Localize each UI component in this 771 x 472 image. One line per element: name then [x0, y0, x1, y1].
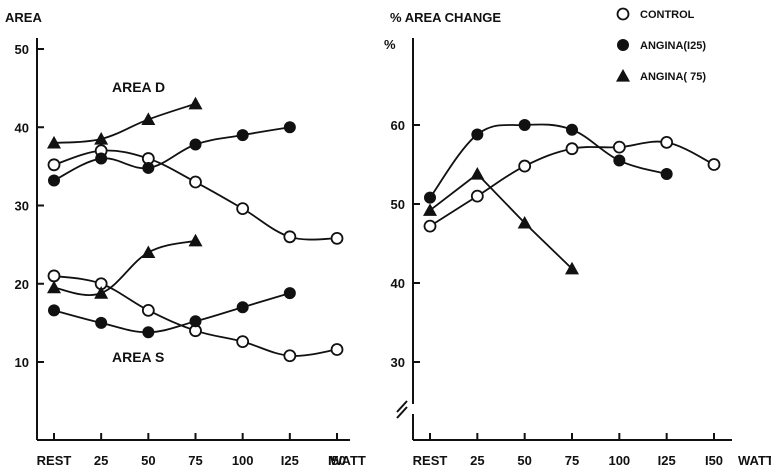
data-point-angina-i25	[142, 161, 155, 174]
data-point-angina-i25	[95, 316, 108, 329]
right-ticks: 30 40 50 60 REST 25 50 75 100 I25 I50	[391, 118, 724, 468]
x-tick-label-i50: I50	[705, 453, 723, 468]
x-tick-label-i50: I50	[328, 453, 346, 468]
data-point-angina-75	[94, 131, 109, 145]
y-tick-label-60: 60	[391, 118, 405, 133]
data-point-control	[565, 142, 579, 156]
data-point-control	[423, 219, 437, 233]
data-point-control	[236, 202, 250, 216]
series-line-angina-75	[429, 172, 573, 270]
data-point-angina-i25	[95, 152, 108, 165]
data-point-angina-i25	[566, 123, 578, 136]
data-point-control	[707, 158, 721, 171]
data-point-angina-i25	[471, 128, 484, 141]
data-point-angina-75	[47, 135, 61, 149]
legend-label-angina-75: ANGINA( 75)	[640, 71, 706, 83]
right-marks	[423, 119, 721, 275]
data-point-angina-75	[94, 286, 109, 299]
data-point-angina-i25	[236, 301, 249, 314]
data-point-angina-75	[470, 166, 485, 180]
data-point-angina-i25	[142, 326, 155, 339]
data-point-control	[283, 349, 297, 363]
data-point-control	[660, 135, 674, 149]
legend-label-angina-i25: ANGINA(I25)	[640, 40, 706, 52]
annotation-area-s: AREA S	[112, 349, 164, 365]
data-point-angina-i25	[660, 167, 673, 180]
data-point-angina-i25	[283, 121, 296, 134]
series-line-area-s-angina-i25	[53, 292, 291, 334]
data-point-control	[330, 343, 344, 356]
data-point-control	[612, 140, 626, 154]
y-tick-label-40: 40	[15, 120, 29, 135]
data-point-control	[141, 303, 155, 317]
left-marks	[47, 96, 344, 363]
data-point-control	[330, 231, 344, 245]
series-line-area-s-angina-75	[53, 239, 196, 296]
series-line-area-d-angina-75	[53, 102, 196, 144]
data-point-angina-i25	[48, 304, 60, 317]
data-point-angina-75	[423, 203, 437, 216]
y-tick-label-30: 30	[15, 199, 29, 214]
x-tick-label-rest: REST	[37, 453, 72, 468]
data-point-angina-i25	[236, 129, 249, 142]
data-point-control	[470, 189, 484, 203]
x-tick-label-50: 50	[517, 453, 531, 468]
data-point-angina-75	[565, 261, 579, 275]
legend-label-control: CONTROL	[640, 9, 695, 21]
y-tick-label-50: 50	[391, 197, 405, 212]
data-point-angina-i25	[424, 191, 436, 204]
x-tick-label-100: 100	[608, 453, 630, 468]
data-point-angina-i25	[518, 119, 531, 131]
x-tick-label-75: 75	[565, 453, 579, 468]
data-point-control	[47, 158, 61, 172]
data-point-control	[189, 175, 202, 189]
data-point-angina-i25	[283, 287, 296, 300]
annotation-area-d: AREA D	[112, 79, 165, 95]
y-tick-label-20: 20	[15, 277, 29, 292]
percent-change-chart-panel: % AREA CHANGE % 30 40 50 60 REST 25 50 75 100 I25…	[384, 10, 771, 468]
data-point-angina-75	[188, 233, 203, 247]
x-tick-label-i25: I25	[658, 453, 676, 468]
series-line-area-d-angina-i25	[53, 126, 290, 182]
area-chart-panel: AREA 10 20 30 40 50 REST 25 50 75 100 I25 I50 AREA …	[5, 10, 366, 468]
right-y-axis-unit: %	[384, 37, 396, 52]
data-point-angina-i25	[189, 138, 202, 151]
x-tick-label-i25: I25	[281, 453, 299, 468]
left-x-axis-unit: WATT	[330, 453, 366, 468]
legend-marker-control	[616, 7, 630, 21]
data-point-control	[518, 159, 532, 173]
legend-marker-angina-75	[616, 69, 630, 82]
left-y-axis-label: AREA	[5, 10, 42, 25]
legend: CONTROL ANGINA(I25) ANGINA( 75)	[616, 7, 706, 83]
y-tick-label-10: 10	[15, 355, 29, 370]
data-point-control	[283, 230, 297, 244]
right-x-axis-unit: WATT	[738, 453, 771, 468]
data-point-control	[236, 335, 250, 349]
x-tick-label-75: 75	[188, 453, 202, 468]
legend-marker-angina-i25	[617, 39, 629, 51]
data-point-angina-75	[188, 96, 203, 110]
data-point-angina-i25	[48, 174, 60, 187]
data-point-angina-i25	[613, 154, 626, 167]
series-line-area-d-control	[53, 149, 338, 241]
x-tick-label-rest: REST	[413, 453, 448, 468]
data-point-control	[47, 269, 61, 283]
y-tick-label-30: 30	[391, 355, 405, 370]
x-tick-label-25: 25	[94, 453, 108, 468]
data-point-angina-75	[141, 112, 156, 126]
data-point-angina-i25	[189, 315, 202, 328]
x-tick-label-25: 25	[470, 453, 484, 468]
left-ticks: 10 20 30 40 50 REST 25 50 75 100 I25 I50	[15, 42, 347, 468]
axis-break-mark	[396, 400, 408, 419]
x-tick-label-100: 100	[232, 453, 254, 468]
y-tick-label-40: 40	[391, 276, 405, 291]
data-point-angina-75	[47, 280, 61, 294]
x-tick-label-50: 50	[141, 453, 155, 468]
y-tick-label-50: 50	[15, 42, 29, 57]
series-line-angina-i25	[429, 123, 667, 199]
right-y-axis-label: % AREA CHANGE	[390, 10, 501, 25]
data-point-angina-75	[141, 245, 156, 259]
data-point-angina-75	[517, 215, 532, 229]
